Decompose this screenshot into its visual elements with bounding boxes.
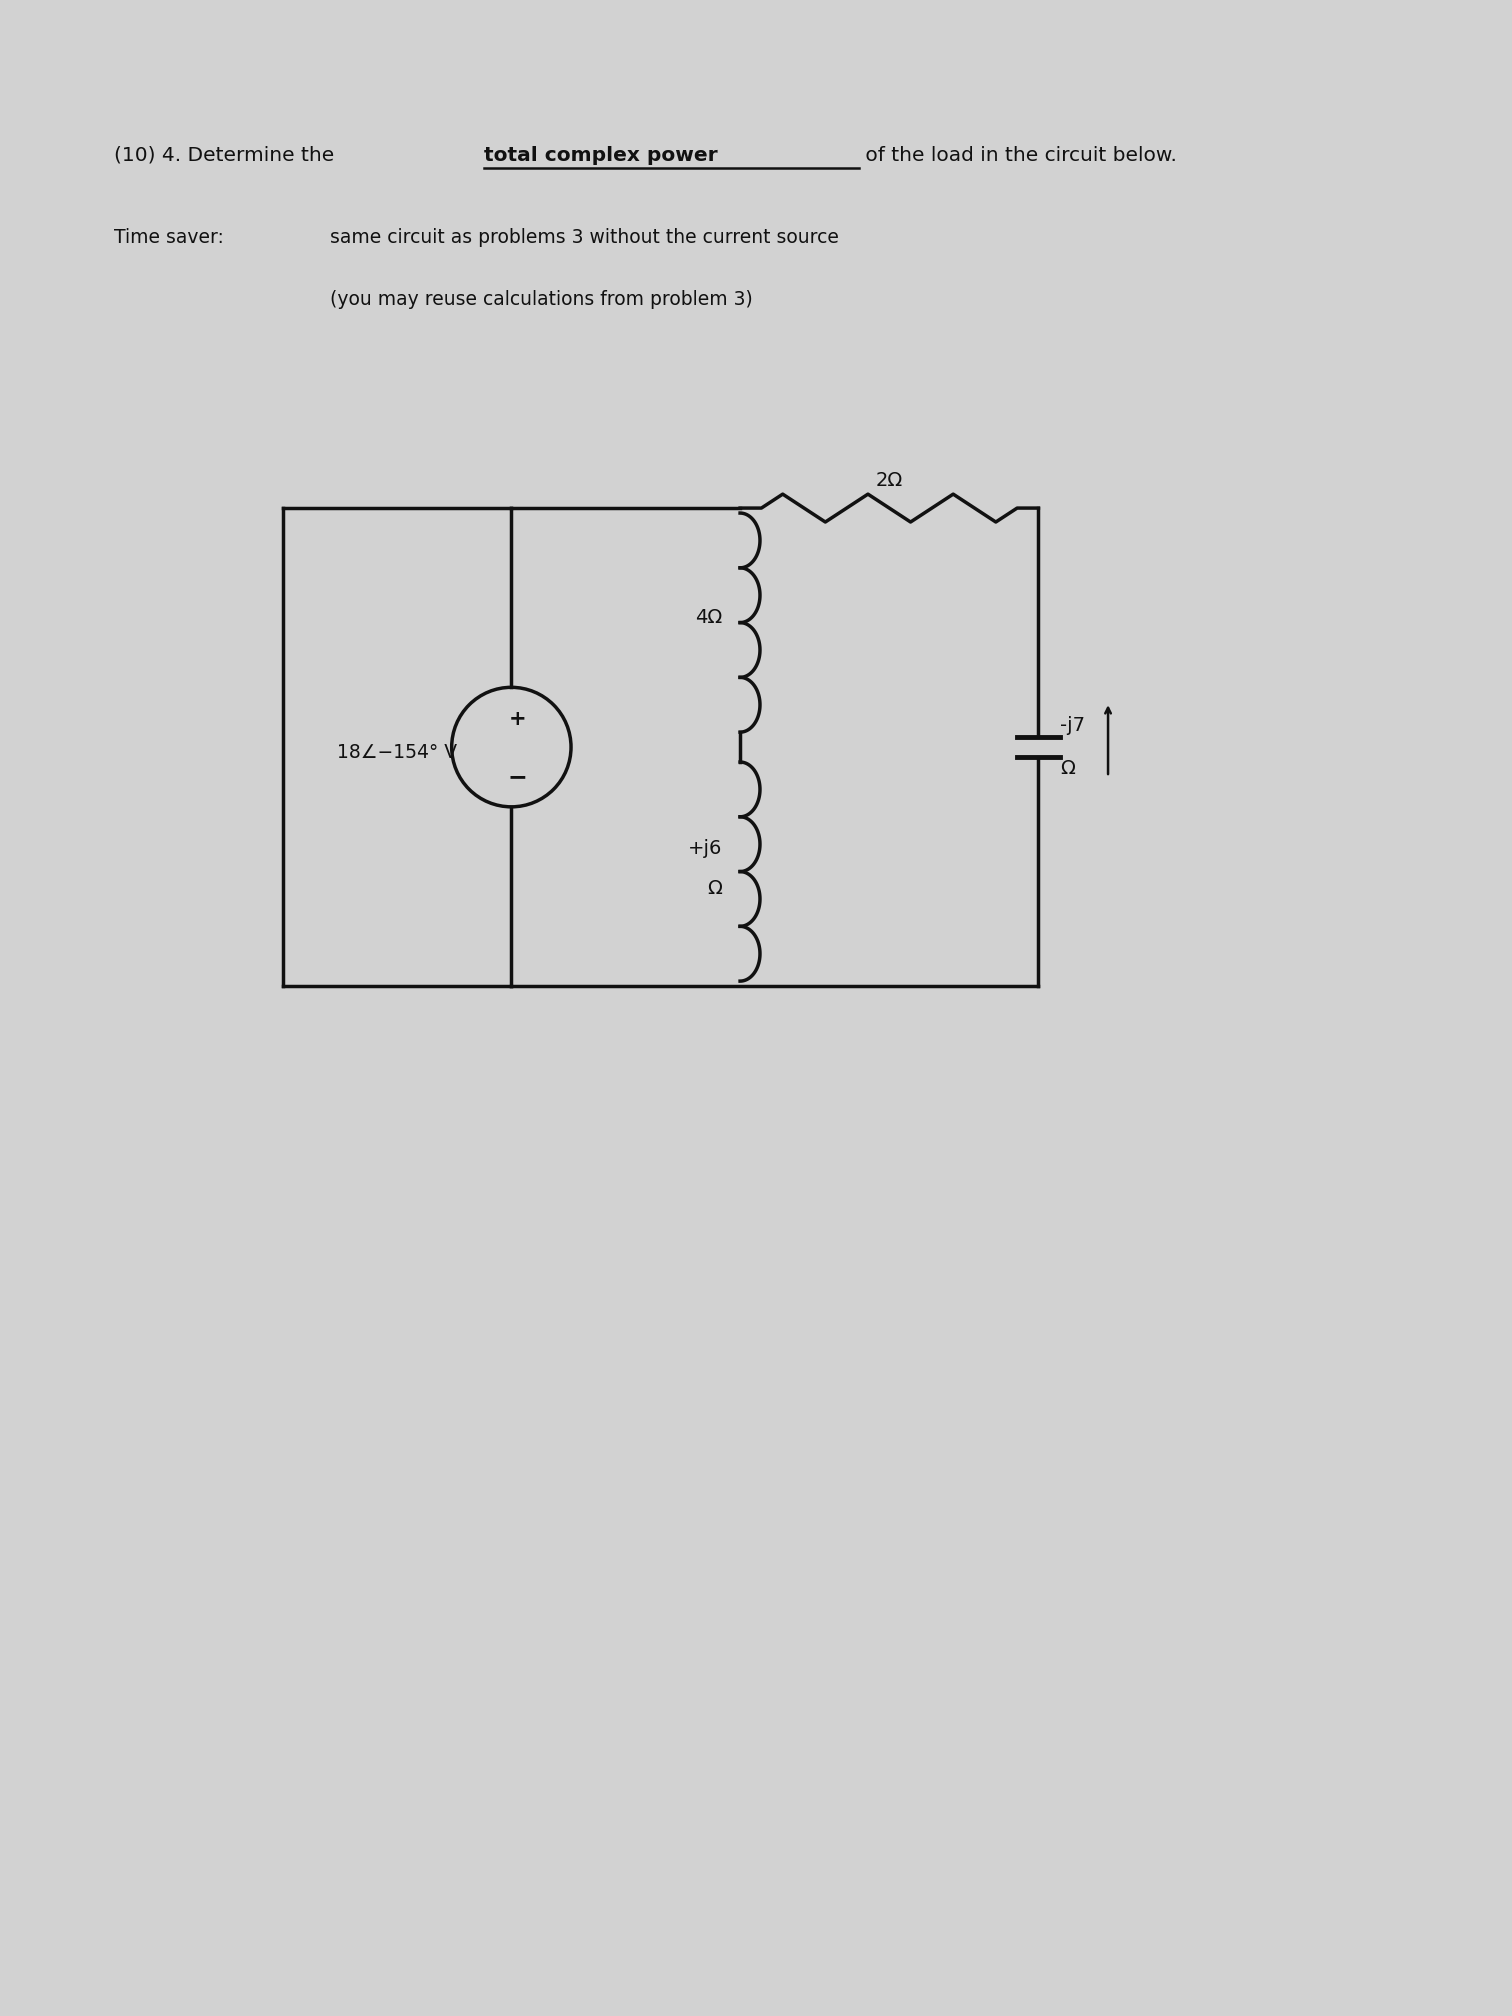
Text: (you may reuse calculations from problem 3): (you may reuse calculations from problem… [330,290,753,308]
Text: 18∠−154° V: 18∠−154° V [337,742,458,762]
Text: Ω: Ω [708,879,723,897]
Text: same circuit as problems 3 without the current source: same circuit as problems 3 without the c… [330,228,839,248]
Text: (10) 4. Determine the: (10) 4. Determine the [113,145,340,165]
Text: +: + [508,710,526,730]
Text: total complex power: total complex power [484,145,717,165]
Text: +j6: +j6 [688,839,723,859]
Text: of the load in the circuit below.: of the load in the circuit below. [859,145,1178,165]
Text: Time saver:: Time saver: [113,228,224,248]
Text: 2Ω: 2Ω [875,472,903,490]
Text: Ω: Ω [1060,760,1075,778]
Text: -j7: -j7 [1060,716,1086,734]
Text: −: − [508,764,528,788]
Text: 4Ω: 4Ω [696,609,723,627]
